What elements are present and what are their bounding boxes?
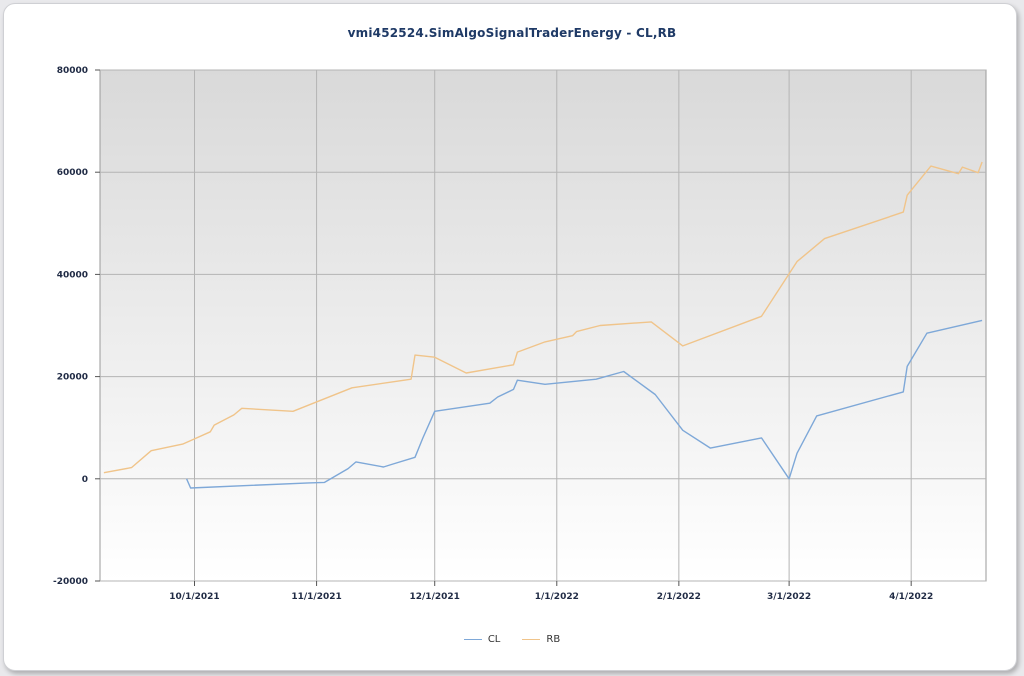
- plot-area: [99, 69, 987, 582]
- x-tick-label: 4/1/2022: [889, 592, 933, 602]
- series-lines: [103, 161, 983, 489]
- series-line-cl: [185, 319, 983, 489]
- legend-item-rb[interactable]: RB: [522, 634, 560, 645]
- legend: CL RB: [0, 634, 1024, 645]
- y-tick-label: 20000: [57, 373, 88, 383]
- x-tick-label: 10/1/2021: [169, 592, 219, 602]
- legend-item-cl[interactable]: CL: [463, 634, 501, 645]
- y-tick-label: 80000: [57, 66, 88, 76]
- legend-label-cl: CL: [487, 634, 501, 645]
- y-axis: 80000 60000 40000 20000 0 -20000: [53, 66, 100, 587]
- grid-lines: [100, 69, 986, 582]
- legend-label-rb: RB: [546, 634, 561, 645]
- series-line-rb: [103, 161, 983, 474]
- x-axis: 10/1/2021 11/1/2021 12/1/2021 1/1/2022 2/1/2…: [169, 581, 933, 602]
- legend-swatch-cl: [463, 639, 482, 640]
- x-tick-label: 3/1/2022: [767, 592, 811, 602]
- x-tick-label: 1/1/2022: [535, 592, 579, 602]
- legend-swatch-rb: [522, 639, 541, 640]
- x-tick-label: 12/1/2021: [410, 592, 460, 602]
- y-tick-label: -20000: [53, 577, 88, 587]
- x-tick-label: 11/1/2021: [291, 592, 341, 602]
- y-tick-label: 40000: [57, 270, 88, 280]
- y-tick-label: 60000: [57, 168, 88, 178]
- chart-title: vmi452524.SimAlgoSignalTraderEnergy - CL…: [347, 26, 677, 40]
- x-tick-label: 2/1/2022: [657, 592, 701, 602]
- y-tick-label: 0: [82, 475, 88, 485]
